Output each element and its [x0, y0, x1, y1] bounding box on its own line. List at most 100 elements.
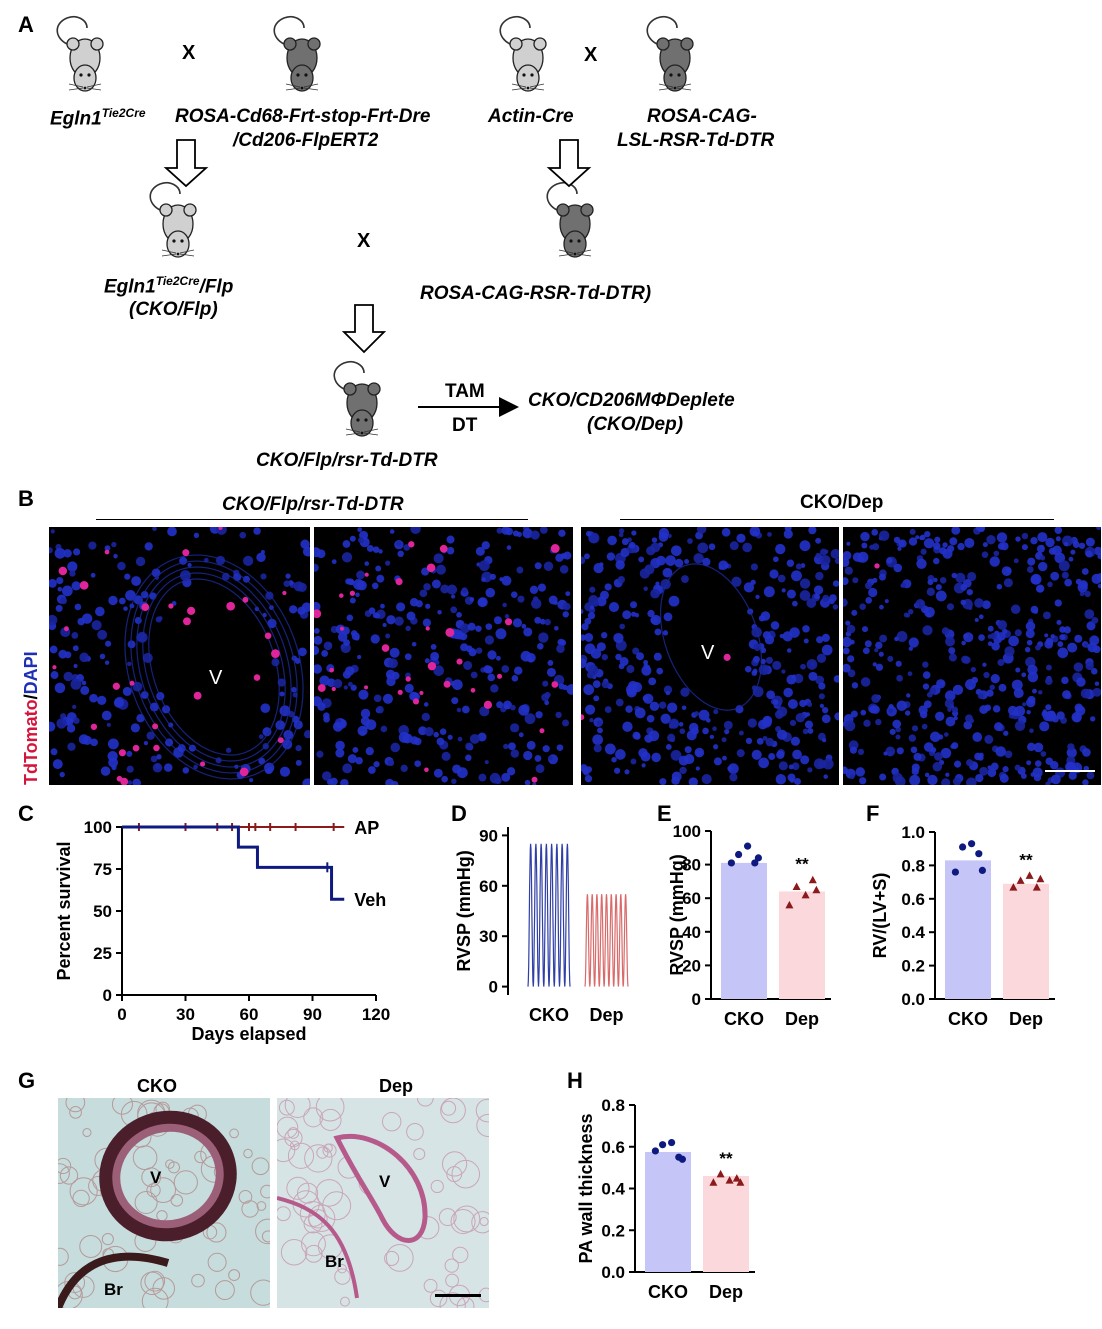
- nucleus: [930, 747, 937, 753]
- nucleus: [387, 658, 398, 669]
- nucleus: [1062, 690, 1071, 699]
- significance-mark: **: [795, 855, 809, 874]
- nucleus: [756, 737, 764, 745]
- nucleus: [522, 528, 533, 539]
- nucleus: [684, 746, 692, 754]
- nucleus: [708, 543, 716, 551]
- nucleus: [456, 612, 462, 618]
- y-tick-label: 20: [682, 956, 701, 975]
- mouse-icon: [273, 15, 321, 92]
- nucleus: [1091, 573, 1101, 585]
- nucleus: [1073, 662, 1084, 672]
- alveolus: [255, 1218, 270, 1245]
- nucleus: [375, 565, 382, 572]
- nucleus: [936, 679, 946, 689]
- nucleus: [926, 587, 935, 597]
- nucleus: [72, 704, 77, 710]
- nucleus: [947, 707, 952, 712]
- nucleus: [414, 760, 422, 768]
- nucleus: [632, 647, 640, 655]
- nucleus: [143, 740, 149, 746]
- nucleus: [1079, 591, 1085, 597]
- nucleus: [607, 535, 617, 546]
- data-point: [959, 843, 967, 851]
- nucleus: [943, 732, 949, 737]
- nucleus: [446, 546, 455, 555]
- nucleus: [680, 687, 690, 697]
- x-tick-label: 60: [240, 1005, 259, 1024]
- nucleus: [883, 751, 888, 756]
- nucleus: [822, 594, 830, 602]
- nucleus: [834, 712, 839, 721]
- nucleus: [487, 673, 496, 682]
- nucleus: [1085, 550, 1093, 558]
- alveolus: [144, 1270, 166, 1292]
- alveolus: [438, 1208, 457, 1227]
- nucleus: [671, 776, 680, 785]
- nucleus: [945, 636, 955, 647]
- nucleus: [604, 706, 612, 713]
- nucleus: [501, 665, 510, 673]
- nucleus: [767, 532, 772, 537]
- y-tick-label: 0.4: [601, 1180, 625, 1199]
- tdtomato-cell: [723, 653, 731, 661]
- nucleus: [897, 546, 902, 551]
- nucleus: [678, 722, 684, 727]
- scale-bar: [1045, 770, 1095, 772]
- alveolus: [450, 1209, 476, 1235]
- micrograph-dep-parenchyma: [843, 527, 1101, 785]
- nucleus: [71, 632, 79, 639]
- nucleus: [727, 765, 733, 772]
- nucleus: [478, 773, 487, 782]
- nucleus: [146, 731, 155, 740]
- cross-mark: X: [182, 42, 196, 64]
- nucleus: [89, 693, 98, 703]
- nucleus: [1037, 561, 1048, 572]
- bar-cko: [645, 1151, 691, 1272]
- nucleus: [921, 723, 928, 730]
- nucleus: [776, 750, 785, 759]
- micrograph-control-vessel: V: [49, 527, 310, 785]
- nucleus: [1035, 644, 1041, 651]
- nucleus: [1015, 667, 1021, 673]
- nucleus: [364, 561, 370, 566]
- tdtomato-cell: [550, 544, 560, 553]
- mouse-icon: [546, 181, 594, 258]
- nucleus: [679, 766, 687, 775]
- nucleus: [744, 665, 752, 673]
- nucleus: [387, 759, 395, 767]
- nucleus: [806, 598, 817, 608]
- alveolus: [277, 1206, 291, 1222]
- nucleus: [864, 640, 872, 648]
- nucleus: [50, 748, 58, 756]
- tdtomato-cell: [445, 627, 455, 637]
- nucleus: [792, 749, 802, 760]
- data-point: [1016, 876, 1025, 884]
- y-tick-label: 25: [93, 944, 112, 963]
- tdtomato-cell: [58, 566, 68, 576]
- vessel-media: [112, 1123, 224, 1229]
- data-point: [727, 859, 735, 867]
- nucleus: [585, 704, 596, 715]
- nucleus: [975, 773, 984, 783]
- nucleus: [1026, 566, 1034, 573]
- nucleus: [803, 638, 809, 644]
- nucleus: [404, 683, 414, 693]
- nucleus: [660, 713, 671, 724]
- nucleus: [1045, 537, 1055, 548]
- nucleus: [518, 732, 524, 738]
- alveolus: [445, 1273, 459, 1288]
- panel-label-h: H: [567, 1068, 583, 1093]
- alveolus: [82, 1128, 92, 1138]
- nucleus: [469, 733, 480, 744]
- tdtomato-cell: [504, 618, 513, 626]
- nucleus: [503, 743, 509, 750]
- nucleus: [347, 681, 353, 687]
- nucleus: [352, 747, 359, 753]
- nucleus: [630, 685, 637, 691]
- nucleus: [565, 591, 571, 597]
- nucleus: [182, 767, 190, 774]
- nucleus: [957, 542, 965, 551]
- nucleus: [385, 560, 391, 566]
- alveolus: [146, 1183, 161, 1198]
